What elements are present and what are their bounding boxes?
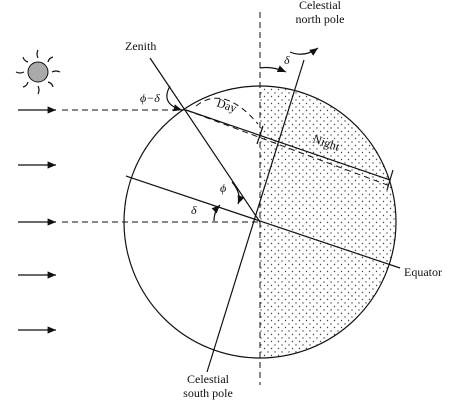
label: south pole xyxy=(183,386,233,400)
angle-arc xyxy=(260,68,286,73)
rotation-arrow xyxy=(290,48,318,54)
label: Celestial xyxy=(187,372,230,386)
label: Equator xyxy=(404,265,442,279)
label: Day xyxy=(215,96,238,116)
label: δ xyxy=(284,53,290,67)
label: ϕ−δ xyxy=(140,91,160,105)
sun xyxy=(16,50,60,94)
label: δ xyxy=(191,203,197,217)
label: Celestial xyxy=(299,0,342,12)
diagram: Celestial north pole Zenith δ ϕ−δ Day Ni… xyxy=(0,0,456,401)
label: Zenith xyxy=(125,39,156,53)
angle-arc xyxy=(167,86,182,110)
zenith-line xyxy=(150,58,260,222)
label: north pole xyxy=(296,12,345,26)
label: ϕ xyxy=(220,181,226,195)
sun-rays xyxy=(18,110,56,330)
